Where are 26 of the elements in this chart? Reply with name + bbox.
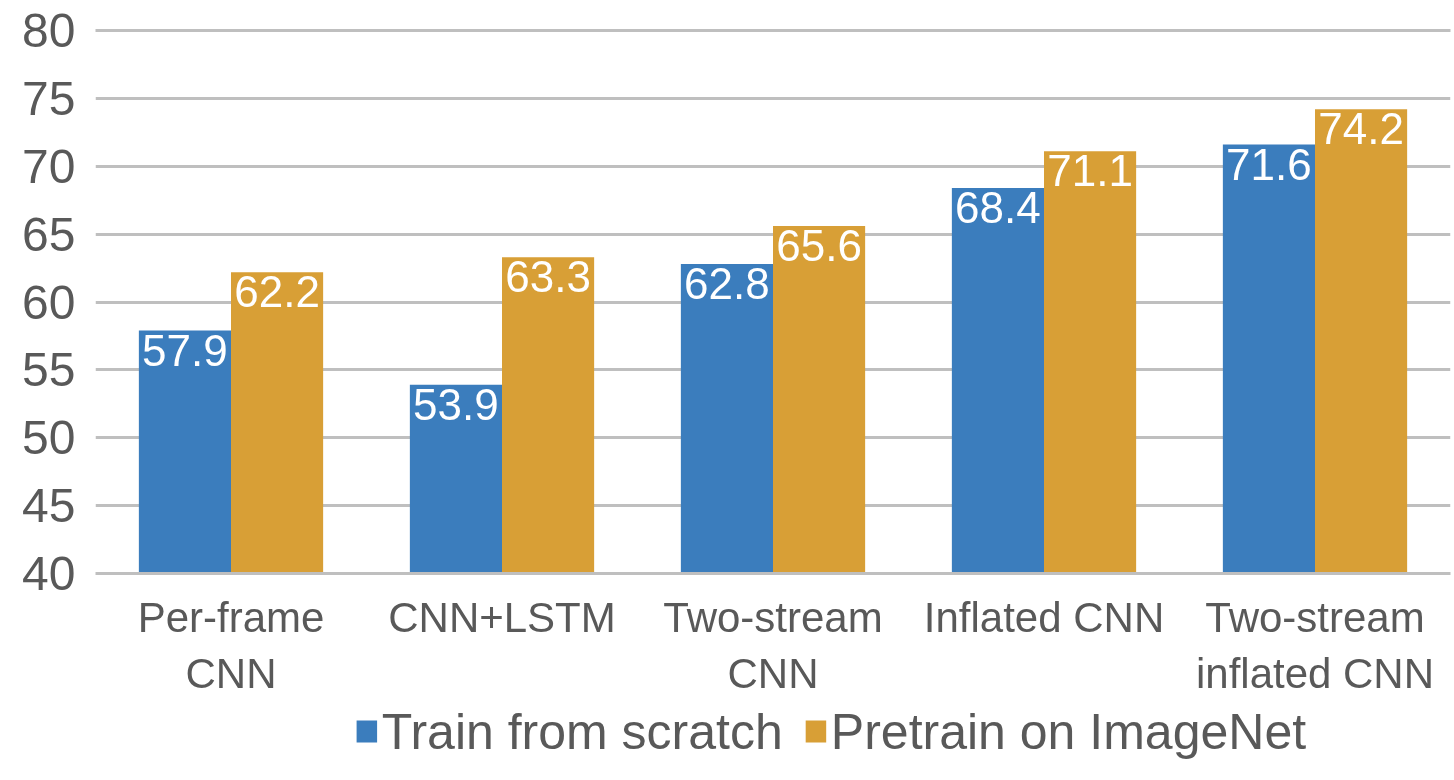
x-tick-label: CNN+LSTM: [388, 593, 616, 641]
data-label: 74.2: [1318, 104, 1404, 154]
x-tick-label: Inflated CNN: [923, 593, 1165, 641]
x-tick-label: Two-stream inflated CNN: [1195, 593, 1435, 697]
x-tick-label: Per-frame CNN: [137, 593, 325, 697]
y-tick-label: 55: [22, 343, 76, 397]
data-label: 68.4: [955, 182, 1041, 232]
legend-label: Pretrain on ImageNet: [830, 703, 1307, 760]
legend-label: Train from scratch: [381, 703, 783, 760]
y-tick-label: 45: [22, 479, 76, 533]
y-tick-label: 65: [22, 207, 76, 261]
y-tick-label: 40: [22, 547, 76, 600]
data-label: 57.9: [142, 325, 228, 375]
data-label: 62.8: [684, 258, 770, 308]
data-label: 71.1: [1047, 146, 1133, 196]
data-label: 63.3: [505, 252, 591, 302]
data-label: 53.9: [413, 379, 499, 429]
data-label: 65.6: [776, 220, 862, 270]
x-tick-label: Two-stream CNN: [663, 593, 883, 697]
data-label: 71.6: [1226, 139, 1312, 189]
y-tick-label: 80: [22, 4, 76, 57]
y-tick-label: 70: [22, 139, 76, 193]
y-tick-label: 75: [22, 71, 76, 125]
y-tick-label: 50: [22, 411, 76, 465]
data-label: 62.2: [234, 267, 320, 317]
y-tick-label: 60: [22, 275, 76, 329]
